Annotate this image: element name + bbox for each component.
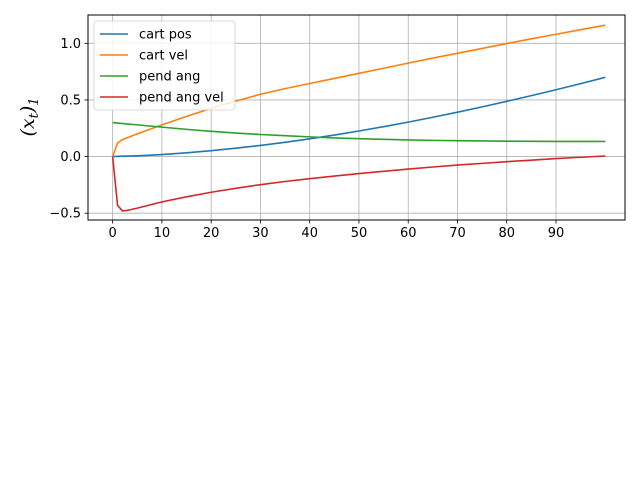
- y-tick-label: 0.0: [60, 150, 81, 165]
- x-tick-label: 40: [301, 226, 318, 241]
- legend-label-pend-ang: pend ang: [139, 70, 200, 85]
- series-lines: [111, 24, 606, 212]
- y-tick-label: 1.0: [60, 37, 81, 52]
- series-line-pend-ang: [112, 121, 606, 143]
- plot-frame: [87, 14, 626, 221]
- legend-label-cart-pos: cart pos: [139, 28, 192, 43]
- x-tick-label: 0: [108, 226, 116, 241]
- x-tick-label: 10: [154, 226, 171, 241]
- y-tick-label: 0.5: [60, 93, 81, 108]
- x-tick-label: 20: [203, 226, 220, 241]
- legend: cart pos cart vel pend ang pend ang vel: [93, 20, 236, 111]
- x-tick-label: 90: [548, 226, 565, 241]
- x-tick-label: 30: [252, 226, 269, 241]
- series-line-cart-pos: [112, 76, 606, 158]
- legend-box: [93, 20, 236, 111]
- legend-label-pend-ang-vel: pend ang vel: [139, 91, 224, 106]
- axis-ticks: 0 10 20 30 40 50 60 70 80 90 −0.5 0.0 0.5 1.0: [49, 37, 564, 241]
- x-tick-label: 70: [449, 226, 466, 241]
- series-line-pend-ang-vel: [111, 155, 606, 212]
- legend-label-cart-vel: cart vel: [139, 49, 188, 64]
- series-line-cart-vel: [111, 24, 606, 157]
- y-tick-label: −0.5: [49, 207, 81, 222]
- x-tick-label: 60: [400, 226, 417, 241]
- x-tick-label: 50: [351, 226, 368, 241]
- x-tick-label: 80: [498, 226, 515, 241]
